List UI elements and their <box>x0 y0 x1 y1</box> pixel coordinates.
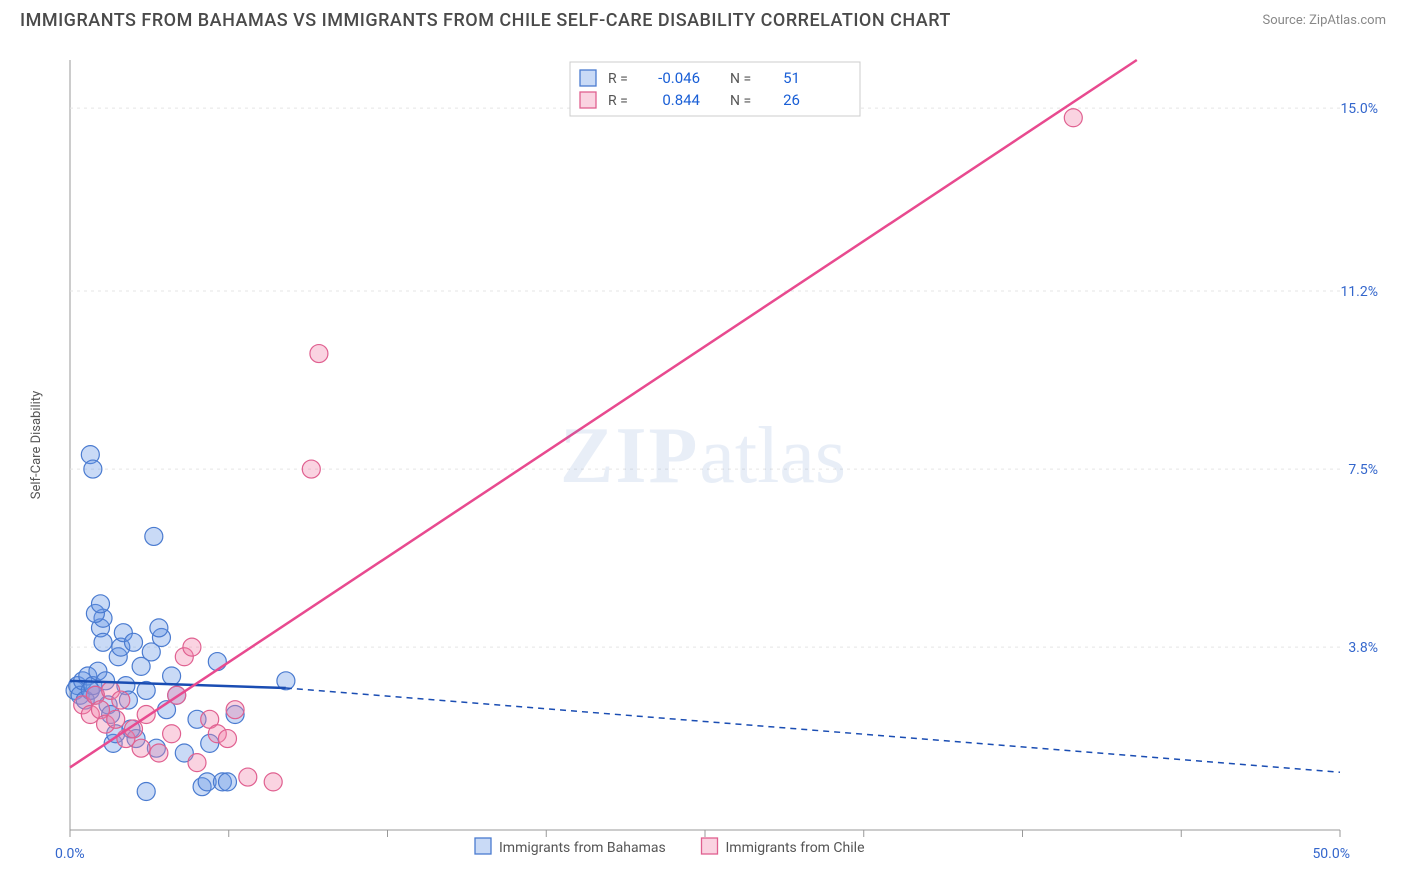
legend-n-value-chile: 26 <box>783 91 800 109</box>
data-point-chile <box>226 701 244 719</box>
legend-n-label: N = <box>730 71 751 87</box>
legend-n-label: N = <box>730 93 751 109</box>
regression-line-dashed-bahamas <box>286 688 1340 772</box>
y-tick-label: 7.5% <box>1348 462 1378 478</box>
data-point-chile <box>264 773 282 791</box>
data-point-bahamas <box>150 619 168 637</box>
y-tick-label: 15.0% <box>1340 101 1378 117</box>
legend-r-label: R = <box>608 93 628 109</box>
data-point-chile <box>239 768 257 786</box>
data-point-bahamas <box>218 773 236 791</box>
data-point-bahamas <box>91 595 109 613</box>
data-point-chile <box>218 730 236 748</box>
chart-header: IMMIGRANTS FROM BAHAMAS VS IMMIGRANTS FR… <box>0 0 1406 39</box>
data-point-chile <box>107 710 125 728</box>
data-point-bahamas <box>145 527 163 545</box>
regression-line-chile <box>70 60 1137 767</box>
legend-r-label: R = <box>608 71 628 87</box>
data-point-chile <box>163 725 181 743</box>
chart-container: 3.8% 7.5% 11.2% 15.0% 0.0% 50.0% Self-Care Dis… <box>20 40 1386 882</box>
y-tick-label: 11.2% <box>1340 284 1378 300</box>
legend-bottom-label-chile: Immigrants from Chile <box>726 840 865 856</box>
data-point-chile <box>1064 109 1082 127</box>
data-point-chile <box>310 345 328 363</box>
data-point-bahamas <box>208 653 226 671</box>
data-point-bahamas <box>137 783 155 801</box>
data-point-chile <box>188 754 206 772</box>
y-axis-label: Self-Care Disability <box>29 391 44 499</box>
legend-bottom-label-bahamas: Immigrants from Bahamas <box>499 840 666 856</box>
legend-bottom-swatch-bahamas <box>475 838 491 854</box>
chart-source: Source: ZipAtlas.com <box>1262 13 1386 28</box>
scatter-chart: 3.8% 7.5% 11.2% 15.0% 0.0% 50.0% Self-Care Dis… <box>20 40 1386 882</box>
chart-title: IMMIGRANTS FROM BAHAMAS VS IMMIGRANTS FR… <box>20 10 951 31</box>
legend-n-value-bahamas: 51 <box>783 69 800 87</box>
legend-swatch-chile <box>580 92 596 108</box>
legend-swatch-bahamas <box>580 70 596 86</box>
x-tick-label-min: 0.0% <box>55 846 85 862</box>
legend-r-value-bahamas: -0.046 <box>658 69 700 87</box>
data-point-bahamas <box>84 460 102 478</box>
legend-bottom-swatch-chile <box>702 838 718 854</box>
data-point-bahamas <box>94 633 112 651</box>
x-tick-label-max: 50.0% <box>1312 846 1350 862</box>
data-point-chile <box>183 638 201 656</box>
legend-r-value-chile: 0.844 <box>662 91 700 109</box>
data-point-chile <box>132 739 150 757</box>
y-tick-label: 3.8% <box>1348 640 1378 656</box>
data-point-bahamas <box>163 667 181 685</box>
data-point-chile <box>112 691 130 709</box>
data-point-bahamas <box>125 633 143 651</box>
data-point-chile <box>302 460 320 478</box>
data-point-chile <box>150 744 168 762</box>
